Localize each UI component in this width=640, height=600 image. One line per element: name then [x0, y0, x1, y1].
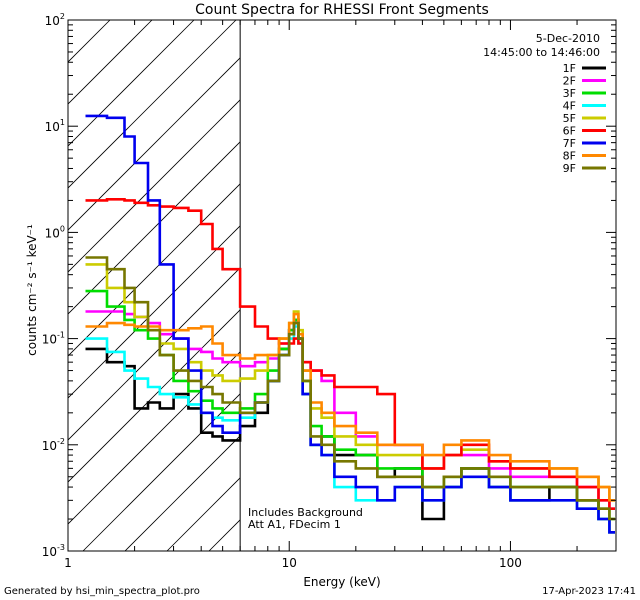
x-tick-label: 1	[64, 556, 72, 570]
series-line-2f	[85, 310, 615, 510]
x-axis-ticks	[67, 20, 617, 551]
hatch-line	[68, 351, 241, 525]
x-axis-tick-labels: 1 10 100	[64, 556, 522, 570]
series-line-8f	[85, 312, 615, 502]
y-axis-ticks	[68, 19, 616, 552]
hatch-line	[68, 57, 241, 231]
y-tick-base: 10	[45, 120, 60, 134]
legend-label-3f: 3F	[563, 87, 576, 100]
y-tick-exponent: -3	[57, 543, 65, 552]
date-label: 5-Dec-2010	[536, 32, 600, 45]
annotation-background: Includes Background	[248, 506, 363, 519]
y-tick-exponent: 1	[60, 118, 65, 127]
hatch-line	[124, 435, 241, 551]
x-tick-label: 100	[499, 556, 522, 570]
chart-title: Count Spectra for RHESSI Front Segments	[195, 2, 489, 18]
y-tick-base: 10	[42, 545, 57, 559]
y-tick-base: 10	[45, 14, 60, 28]
y-tick-base: 10	[42, 439, 57, 453]
footer-generated-by: Generated by hsi_min_spectra_plot.pro	[4, 586, 200, 597]
legend-label-5f: 5F	[563, 112, 576, 125]
y-tick-exponent: -2	[57, 437, 65, 446]
x-axis-label: Energy (keV)	[303, 575, 380, 589]
y-tick-exponent: 2	[60, 12, 65, 21]
hatch-line	[68, 20, 195, 147]
plot-frame	[67, 19, 617, 552]
series-line-3f	[85, 289, 615, 521]
annotation-attenuator: Att A1, FDecim 1	[248, 518, 341, 531]
legend-label-7f: 7F	[563, 137, 576, 150]
y-tick-label: 10-3	[42, 543, 65, 559]
hatch-line	[68, 20, 237, 189]
legend-label-4f: 4F	[563, 100, 576, 113]
legend-label-1f: 1F	[563, 62, 576, 75]
hatch-line	[68, 309, 241, 483]
legend-label-8f: 8F	[563, 150, 576, 163]
hatch-line	[68, 183, 241, 357]
hatch-line	[68, 141, 241, 315]
y-tick-label: 101	[45, 118, 65, 134]
hatch-line	[68, 225, 241, 399]
footer-timestamp: 17-Apr-2023 17:41	[542, 586, 636, 597]
y-tick-label: 10-2	[42, 437, 65, 453]
time-range-label: 14:45:00 to 14:46:00	[483, 46, 600, 59]
hatch-line	[68, 267, 241, 441]
x-tick-label: 10	[282, 556, 297, 570]
hatch-line	[68, 99, 241, 273]
y-tick-base: 10	[45, 226, 60, 240]
y-tick-base: 10	[42, 333, 57, 347]
series-line-5f	[85, 263, 615, 502]
y-tick-exponent: 0	[60, 224, 65, 233]
hatch-line	[68, 20, 153, 105]
hatch-line	[82, 393, 241, 551]
y-tick-label: 100	[45, 224, 65, 240]
y-tick-label: 10-1	[42, 331, 65, 347]
legend-label-6f: 6F	[563, 125, 576, 138]
hatch-line	[68, 20, 111, 63]
hatch-region	[68, 20, 241, 551]
series-line-9f	[85, 256, 615, 521]
legend-label-2f: 2F	[563, 75, 576, 88]
y-tick-exponent: -1	[57, 331, 65, 340]
series-line-6f	[85, 198, 615, 510]
y-axis-label: counts cm⁻² s⁻¹ keV⁻¹	[25, 224, 39, 356]
series-layer	[85, 114, 615, 534]
y-tick-label: 102	[45, 12, 65, 28]
legend-label-9f: 9F	[563, 162, 576, 175]
series-line-7f	[85, 114, 615, 534]
